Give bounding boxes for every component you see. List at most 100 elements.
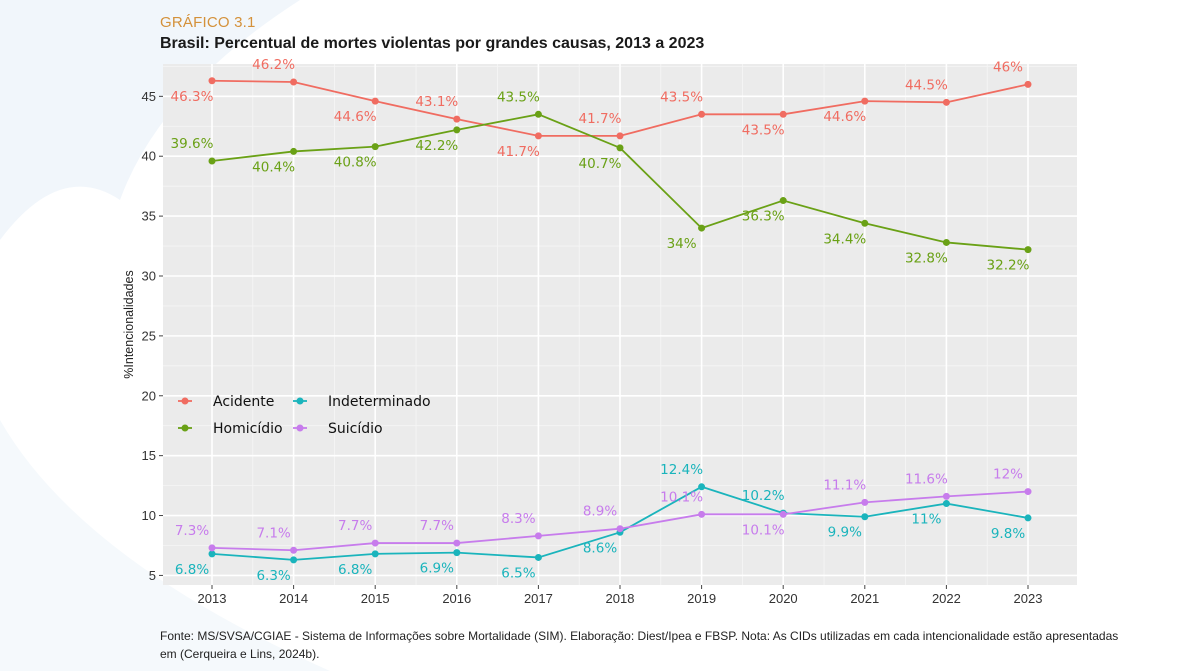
data-point-acidente bbox=[453, 115, 461, 123]
chart-header: GRÁFICO 3.1 Brasil: Percentual de mortes… bbox=[160, 14, 704, 53]
data-label-indeterminado: 11% bbox=[911, 512, 941, 528]
series-acidente: 46.3% 46.2% 44.6% 43.1% 41.7% 41.7% 43.5% 43.5%… bbox=[171, 57, 1032, 160]
data-point-homicidio bbox=[942, 238, 950, 246]
data-label-homicidio: 40.4% bbox=[252, 159, 295, 175]
x-tick-label: 2023 bbox=[1014, 591, 1043, 606]
x-tick-label: 2022 bbox=[932, 591, 961, 606]
x-tick-label: 2015 bbox=[361, 591, 390, 606]
legend-label-acidente: Acidente bbox=[213, 394, 274, 410]
data-label-indeterminado: 6.3% bbox=[256, 568, 290, 584]
data-label-homicidio: 39.6% bbox=[171, 136, 214, 152]
source-footnote: Fonte: MS/SVSA/CGIAE - Sistema de Inform… bbox=[160, 629, 1119, 661]
data-label-suicidio: 7.3% bbox=[175, 523, 209, 539]
data-point-acidente bbox=[616, 132, 624, 140]
series-suicidio: 7.3% 7.1% 7.7% 7.7% 8.3% 8.9% 10.1% 10.1% 11.1% 1… bbox=[175, 467, 1032, 554]
y-tick-label: 25 bbox=[142, 328, 156, 343]
data-label-homicidio: 43.5% bbox=[497, 89, 540, 105]
data-point-homicidio bbox=[698, 224, 706, 232]
data-label-acidente: 43.1% bbox=[415, 94, 458, 110]
legend-label-suicidio: Suicídio bbox=[328, 421, 383, 437]
y-tick-label: 35 bbox=[142, 209, 156, 224]
data-label-acidente: 43.5% bbox=[742, 122, 785, 138]
data-point-acidente bbox=[1024, 80, 1032, 88]
data-point-suicidio bbox=[1024, 488, 1032, 496]
data-label-homicidio: 40.7% bbox=[579, 156, 622, 172]
data-point-suicidio bbox=[453, 539, 461, 547]
data-label-acidente: 46% bbox=[993, 59, 1023, 75]
data-point-acidente bbox=[534, 132, 542, 140]
data-point-acidente bbox=[698, 110, 706, 118]
data-label-indeterminado: 8.6% bbox=[583, 540, 617, 556]
data-point-suicidio bbox=[290, 546, 298, 554]
data-point-suicidio bbox=[779, 510, 787, 518]
data-label-suicidio: 7.1% bbox=[256, 525, 290, 541]
data-point-suicidio bbox=[616, 525, 624, 533]
data-point-homicidio bbox=[290, 147, 298, 155]
data-label-suicidio: 7.7% bbox=[338, 518, 372, 534]
data-point-homicidio bbox=[208, 157, 216, 165]
y-tick-label: 20 bbox=[142, 388, 156, 403]
data-label-suicidio: 10.1% bbox=[660, 489, 703, 505]
y-tick-label: 15 bbox=[142, 448, 156, 463]
data-point-indeterminado bbox=[698, 483, 706, 491]
data-label-indeterminado: 12.4% bbox=[660, 462, 703, 478]
data-point-indeterminado bbox=[534, 553, 542, 561]
data-point-homicidio bbox=[371, 143, 379, 151]
data-point-indeterminado bbox=[208, 550, 216, 558]
data-label-indeterminado: 6.8% bbox=[338, 562, 372, 578]
data-label-acidente: 44.6% bbox=[334, 109, 377, 125]
data-label-indeterminado: 6.9% bbox=[420, 561, 454, 577]
legend-key-dot-suicidio bbox=[296, 424, 304, 432]
y-tick-label: 5 bbox=[149, 568, 156, 583]
legend: Acidente Homicídio Indeterminado Suicídio bbox=[178, 394, 431, 437]
data-label-suicidio: 12% bbox=[993, 467, 1023, 483]
data-label-homicidio: 34% bbox=[667, 236, 697, 252]
y-tick-label: 45 bbox=[142, 89, 156, 104]
data-label-suicidio: 11.6% bbox=[905, 471, 948, 487]
data-point-suicidio bbox=[942, 492, 950, 500]
data-label-acidente: 44.6% bbox=[823, 109, 866, 125]
data-point-suicidio bbox=[861, 498, 869, 506]
data-label-homicidio: 34.4% bbox=[823, 231, 866, 247]
data-label-acidente: 43.5% bbox=[660, 89, 703, 105]
legend-label-indeterminado: Indeterminado bbox=[328, 394, 431, 410]
legend-key-dot-homicidio bbox=[181, 424, 189, 432]
data-label-suicidio: 8.3% bbox=[501, 511, 535, 527]
data-point-suicidio bbox=[534, 532, 542, 540]
data-label-indeterminado: 10.2% bbox=[742, 488, 785, 504]
data-label-indeterminado: 6.8% bbox=[175, 562, 209, 578]
data-label-acidente: 46.3% bbox=[171, 89, 214, 105]
data-point-suicidio bbox=[208, 544, 216, 552]
data-point-acidente bbox=[371, 97, 379, 105]
line-chart: 5 10 15 20 25 30 35 40 45 2013 2014 2015 2016 2017 201… bbox=[122, 57, 1077, 606]
x-tick-label: 2019 bbox=[687, 591, 716, 606]
data-point-indeterminado bbox=[1024, 514, 1032, 522]
x-tick-label: 2021 bbox=[850, 591, 879, 606]
data-point-indeterminado bbox=[290, 556, 298, 564]
data-point-homicidio bbox=[453, 126, 461, 134]
data-label-acidente: 46.2% bbox=[252, 57, 295, 73]
data-point-homicidio bbox=[779, 197, 787, 205]
data-point-acidente bbox=[779, 110, 787, 118]
data-label-homicidio: 36.3% bbox=[742, 209, 785, 225]
x-tick-label: 2013 bbox=[198, 591, 227, 606]
data-point-acidente bbox=[208, 77, 216, 85]
legend-key-dot-indeterminado bbox=[296, 397, 304, 405]
data-label-acidente: 41.7% bbox=[497, 144, 540, 160]
chart-title: Brasil: Percentual de mortes violentas p… bbox=[160, 35, 705, 52]
x-tick-label: 2016 bbox=[442, 591, 471, 606]
x-tick-label: 2017 bbox=[524, 591, 553, 606]
series-homicidio: 39.6% 40.4% 40.8% 42.2% 43.5% 40.7% 34% 36.3% 34… bbox=[171, 89, 1032, 274]
data-point-acidente bbox=[861, 97, 869, 105]
chart-kicker: GRÁFICO 3.1 bbox=[160, 14, 256, 31]
x-tick-label: 2020 bbox=[769, 591, 798, 606]
data-label-suicidio: 7.7% bbox=[420, 518, 454, 534]
y-axis-title: %Intencionalidades bbox=[122, 270, 136, 378]
data-point-acidente bbox=[942, 98, 950, 106]
y-tick-label: 40 bbox=[142, 149, 156, 164]
data-label-suicidio: 8.9% bbox=[583, 504, 617, 520]
series-indeterminado: 6.8% 6.3% 6.8% 6.9% 6.5% 8.6% 12.4% 10.2% 9.9% 11… bbox=[175, 462, 1032, 584]
data-point-indeterminado bbox=[371, 550, 379, 558]
data-label-homicidio: 32.2% bbox=[987, 258, 1030, 274]
data-label-acidente: 41.7% bbox=[579, 111, 622, 127]
